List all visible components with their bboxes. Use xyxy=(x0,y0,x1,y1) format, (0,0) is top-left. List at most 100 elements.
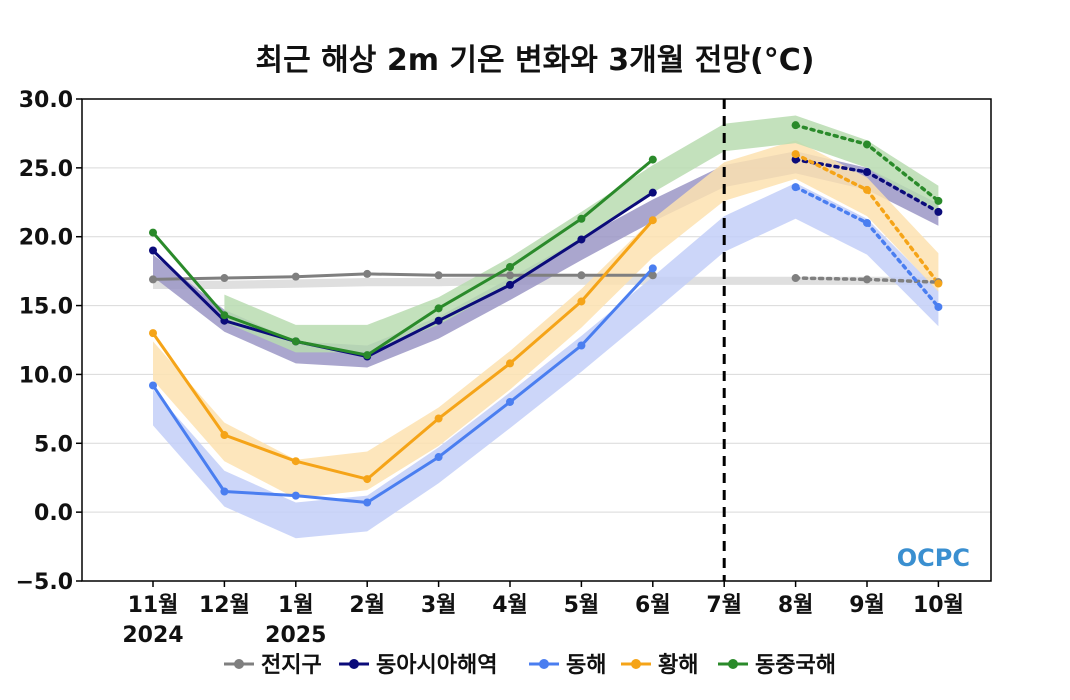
series-4-point xyxy=(791,150,800,159)
x-tick-label: 4월 xyxy=(492,593,528,618)
legend-label: 황해 xyxy=(658,653,698,678)
series-2-point xyxy=(577,235,586,244)
series-2-point xyxy=(791,155,800,164)
ocpc-logo: OCPC xyxy=(897,544,970,572)
series-4-point xyxy=(220,431,229,440)
legend-marker xyxy=(631,659,641,669)
series-2-observed-line xyxy=(151,191,654,358)
series-5-band xyxy=(224,115,939,353)
y-tick-label: −5.0 xyxy=(16,570,73,595)
series-5-point xyxy=(291,337,300,346)
series-3-observed-line xyxy=(151,267,654,504)
y-tick-label: 30.0 xyxy=(19,88,73,113)
series-4-point xyxy=(434,414,443,423)
series-points xyxy=(149,121,943,507)
series-1-point xyxy=(434,271,443,280)
y-tick-label: 0.0 xyxy=(34,501,73,526)
legend-marker xyxy=(728,659,738,669)
y-tick-label: 5.0 xyxy=(34,432,73,457)
series-3-point xyxy=(149,381,157,390)
x-tick-label: 11월 xyxy=(128,593,179,618)
series-5-point xyxy=(577,214,586,223)
series-1-observed-line xyxy=(152,272,653,281)
legend-label: 동해 xyxy=(566,653,606,678)
series-4-point xyxy=(863,185,871,194)
series-4-observed-line xyxy=(151,219,654,481)
y-tick-label: 20.0 xyxy=(19,226,73,251)
series-5-point xyxy=(220,311,229,320)
series-3-point xyxy=(220,487,229,496)
series-2-point xyxy=(863,167,871,176)
x-tick-label: 2월 xyxy=(349,593,385,618)
series-1-point xyxy=(506,271,514,280)
series-5-point xyxy=(791,121,800,130)
series-3-point xyxy=(791,183,800,192)
series-3-point xyxy=(577,341,586,350)
series-3-point xyxy=(363,498,372,507)
series-lines xyxy=(151,123,941,504)
x-tick-label: 9월 xyxy=(849,593,885,618)
legend-marker xyxy=(539,659,549,669)
series-5-point xyxy=(863,140,871,149)
y-tick-label: 25.0 xyxy=(19,157,73,182)
series-3-point xyxy=(434,453,443,462)
series-1-point xyxy=(220,274,229,283)
series-1-band xyxy=(153,276,939,289)
series-1-point xyxy=(863,275,871,284)
series-2-point xyxy=(648,188,657,197)
chart-title: 최근 해상 2m 기온 변화와 3개월 전망(°C) xyxy=(256,43,815,78)
series-5-point xyxy=(363,351,372,360)
series-4-point xyxy=(577,297,586,306)
x-tick-label: 7월 xyxy=(706,593,742,618)
y-axis-ticks: 30.0 25.0 20.0 15.0 10.0 5.0 0.0 −5.0 xyxy=(16,88,82,595)
series-1-point xyxy=(363,269,372,278)
series-1-point xyxy=(577,271,586,280)
series-4-point xyxy=(149,329,157,338)
x-tick-label: 6월 xyxy=(635,593,671,618)
series-5-observed-line xyxy=(151,158,654,357)
x-tick-label: 5월 xyxy=(564,593,600,618)
x-tick-label: 3월 xyxy=(421,593,457,618)
series-2-point xyxy=(934,207,943,216)
legend: 전지구 동아시아해역 동해 황해 동중국해 xyxy=(224,653,836,678)
legend-label: 전지구 xyxy=(261,653,322,678)
series-5-point xyxy=(149,228,157,237)
series-2-point xyxy=(149,246,157,255)
series-3-point xyxy=(863,218,871,227)
x-tick-label: 1월 xyxy=(278,593,314,618)
x-tick-label: 8월 xyxy=(778,593,814,618)
series-4-point xyxy=(363,475,372,484)
series-1-point xyxy=(291,272,300,281)
series-1-point xyxy=(648,271,657,280)
series-4-band xyxy=(153,140,939,499)
series-1-point xyxy=(791,274,800,283)
y-tick-label: 15.0 xyxy=(19,295,73,320)
series-3-point xyxy=(506,397,514,406)
series-4-point xyxy=(648,216,657,225)
series-4-point xyxy=(506,359,514,368)
climatology-bands xyxy=(153,115,939,539)
series-3-point xyxy=(934,302,943,311)
series-5-point xyxy=(648,155,657,164)
legend-label: 동중국해 xyxy=(755,653,836,678)
x-tick-label: 12월 xyxy=(199,593,250,618)
series-4-point xyxy=(291,457,300,466)
legend-label: 동아시아해역 xyxy=(376,653,497,678)
ocpc-logo-text: OCPC xyxy=(897,544,970,572)
series-5-point xyxy=(934,196,943,205)
series-1-point xyxy=(149,275,157,284)
series-5-point xyxy=(506,263,514,272)
x-tick-label: 10월 xyxy=(913,593,964,618)
series-2-point xyxy=(434,316,443,325)
x-year-label: 2024 xyxy=(122,623,183,648)
legend-marker xyxy=(234,659,244,669)
series-3-point xyxy=(291,491,300,500)
x-year-label: 2025 xyxy=(265,623,326,648)
series-2-point xyxy=(220,316,229,325)
legend-marker xyxy=(349,659,359,669)
series-4-point xyxy=(934,279,943,288)
series-3-point xyxy=(648,264,657,273)
series-2-point xyxy=(506,280,514,289)
y-tick-label: 10.0 xyxy=(19,363,73,388)
